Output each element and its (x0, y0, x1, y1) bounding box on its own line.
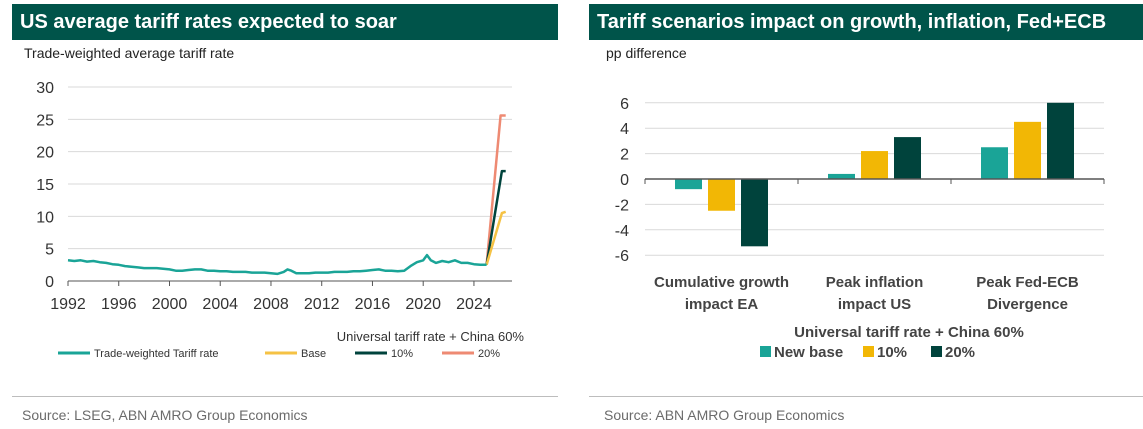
bar-10- (1014, 121, 1041, 179)
y-tick-label: -2 (615, 197, 629, 214)
x-tick-label: 2012 (304, 296, 340, 313)
y-tick-label: 5 (45, 242, 54, 259)
x-tick-label: 2020 (405, 296, 441, 313)
series-line-10- (485, 169, 506, 266)
left-chart-panel: US average tariff rates expected to soar… (12, 4, 558, 425)
category-label: impact EA (685, 296, 759, 313)
y-tick-label: 4 (620, 121, 629, 138)
bar-10- (708, 179, 735, 211)
y-tick-label: 0 (45, 274, 54, 291)
legend-swatch (760, 346, 771, 357)
category-label: Peak Fed-ECB (976, 274, 1079, 291)
y-tick-label: 0 (620, 172, 629, 189)
series-line-base (485, 210, 507, 266)
bar-10- (861, 151, 888, 179)
y-tick-label: 2 (620, 147, 629, 164)
x-tick-label: 1996 (101, 296, 137, 313)
legend-label: Base (301, 348, 326, 360)
right-chart-title: Tariff scenarios impact on growth, infla… (589, 4, 1143, 40)
x-tick-label: 2024 (456, 296, 492, 313)
legend-title: Universal tariff rate + China 60% (337, 329, 525, 344)
tariff-rate-line-chart: 0 5 10 15 20 25 30 1992 1996 2000 2004 2008 2012 2016… (36, 80, 525, 360)
x-tick-label: 2016 (355, 296, 391, 313)
bar-new-base (675, 179, 702, 190)
series-line-20- (485, 114, 506, 265)
legend-label: 20% (478, 348, 500, 360)
x-tick-label: 2008 (253, 296, 289, 313)
category-label: Divergence (987, 296, 1068, 313)
legend-swatch (863, 346, 874, 357)
right-chart-panel: Tariff scenarios impact on growth, infla… (589, 4, 1143, 425)
y-tick-label: 25 (36, 112, 54, 129)
right-chart-subtitle: pp difference (606, 45, 687, 61)
scenario-bar-chart: 6 4 2 0 -2 -4 -6 Cumulative growth impact EA Peak… (615, 96, 1105, 361)
category-label: Peak inflation (826, 274, 924, 291)
legend-label: 20% (945, 344, 975, 361)
x-tick-label: 2000 (152, 296, 188, 313)
y-tick-label: 15 (36, 177, 54, 194)
bar-20- (894, 137, 921, 179)
right-source: Source: ABN AMRO Group Economics (604, 407, 845, 423)
bar-new-base (981, 147, 1008, 179)
legend-swatch (931, 346, 942, 357)
y-tick-label: 10 (36, 209, 54, 226)
bar-20- (741, 179, 768, 247)
left-source: Source: LSEG, ABN AMRO Group Economics (22, 407, 308, 423)
legend-label: Trade-weighted Tariff rate (94, 348, 219, 360)
y-tick-label: -4 (615, 223, 629, 240)
y-tick-label: -6 (615, 248, 629, 265)
legend-label: 10% (391, 348, 413, 360)
left-divider (12, 396, 558, 397)
right-divider (589, 396, 1143, 397)
category-label: Cumulative growth (654, 274, 789, 291)
category-label: impact US (838, 296, 911, 313)
legend-label: 10% (877, 344, 907, 361)
x-tick-label: 1992 (50, 296, 86, 313)
legend-label: New base (774, 344, 843, 361)
left-chart-title: US average tariff rates expected to soar (12, 4, 558, 40)
bar-20- (1047, 102, 1074, 179)
y-tick-label: 30 (36, 80, 54, 97)
x-tick-label: 2004 (202, 296, 238, 313)
legend-title: Universal tariff rate + China 60% (794, 324, 1024, 341)
series-line-trade-weighted-tariff-rate (67, 253, 487, 276)
y-tick-label: 20 (36, 145, 54, 162)
left-chart-subtitle: Trade-weighted average tariff rate (24, 45, 235, 61)
y-tick-label: 6 (620, 96, 629, 113)
bar-new-base (828, 173, 855, 179)
